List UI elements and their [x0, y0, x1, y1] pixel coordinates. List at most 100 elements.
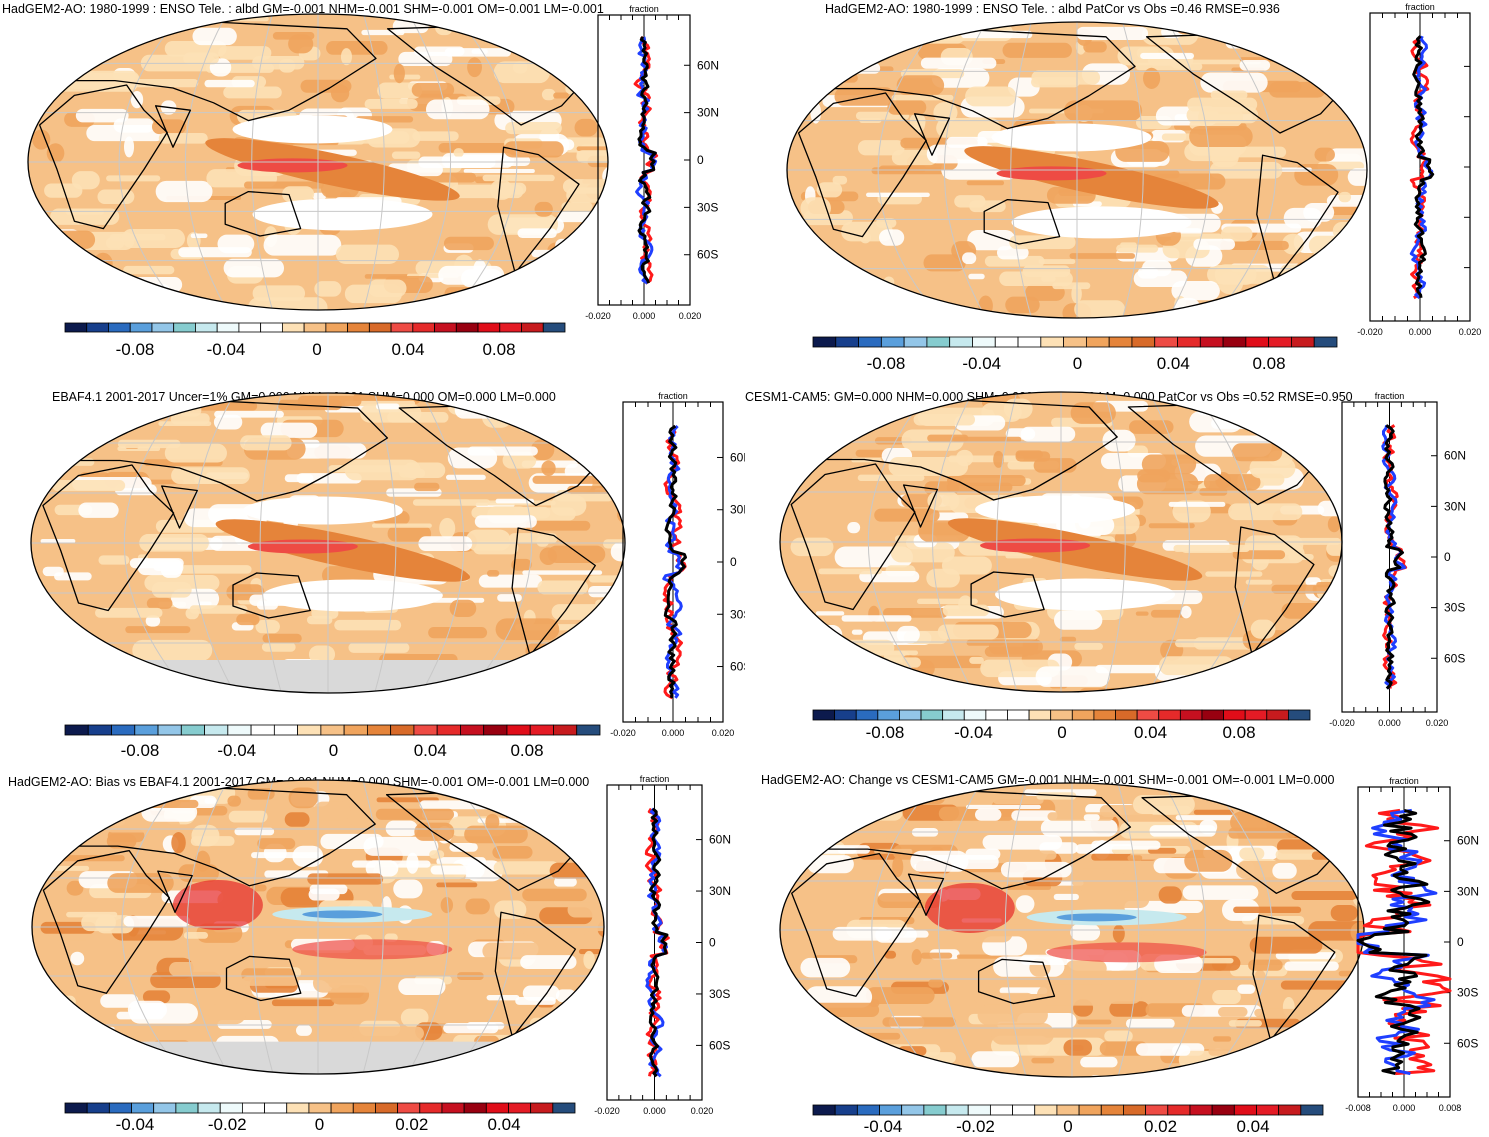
- colorbar-label: 0.08: [482, 340, 515, 359]
- map-patch: [584, 635, 625, 642]
- map-patch: [946, 136, 988, 148]
- zonal-mean-profile: -0.008 0.000 0.008 fraction 60N 30N 0 30S 60S: [1345, 776, 1479, 1113]
- map-patch: [1009, 235, 1076, 250]
- colorbar-swatch: [153, 1102, 177, 1114]
- map-patch: [1115, 890, 1150, 908]
- map-patch: [297, 395, 362, 407]
- map-patch: [419, 780, 475, 787]
- map-patch: [1183, 28, 1244, 38]
- profile-xtick-label: 0.000: [633, 311, 656, 321]
- map-patch: [1182, 885, 1259, 900]
- map-patch: [872, 650, 919, 656]
- map-patch: [45, 646, 79, 663]
- map-patch: [412, 499, 491, 506]
- enso-white-north: [242, 496, 403, 525]
- map-patch: [1248, 39, 1317, 46]
- map-patch: [1336, 283, 1367, 290]
- map-patch: [522, 888, 587, 902]
- chart-panel-hadgem2-patcor: HadGEM2-AO: 1980-1999 : ENSO Tele. : alb…: [745, 0, 1489, 380]
- chart-panel-bias: HadGEM2-AO: Bias vs EBAF4.1 2001-2017 GM…: [0, 765, 745, 1137]
- map-patch: [66, 880, 84, 896]
- map-patch: [534, 201, 553, 217]
- map-patch: [87, 419, 139, 427]
- map-patch: [419, 800, 494, 810]
- profile-xtick-label: 0.000: [662, 728, 685, 738]
- map-patch: [576, 267, 608, 278]
- map-patch: [65, 458, 95, 466]
- map-patch: [1148, 523, 1195, 529]
- map-patch: [561, 262, 608, 273]
- graticule-lon: [452, 780, 515, 1074]
- map-patch: [473, 1054, 538, 1074]
- map-patch: [398, 978, 446, 995]
- map-patch: [1312, 63, 1349, 77]
- enso-core: [247, 539, 358, 554]
- map-patch: [247, 297, 328, 310]
- map-patch: [34, 393, 84, 415]
- map-patch: [204, 79, 255, 88]
- map-patch: [98, 676, 169, 690]
- map-patch: [257, 838, 296, 850]
- map-patch: [1276, 312, 1326, 318]
- colorbar: -0.08 -0.04 0 0.04 0.08: [812, 709, 1311, 742]
- colorbar-swatch: [434, 322, 457, 333]
- colorbar-swatch: [87, 724, 112, 736]
- map-patch: [597, 1034, 604, 1049]
- profile-ytick-label: 30N: [730, 503, 745, 517]
- map-patch: [999, 987, 1048, 994]
- profile-xtick-label: 0.008: [1439, 1103, 1462, 1113]
- map-patch: [474, 515, 537, 528]
- map-patch: [541, 460, 556, 477]
- map-patch: [1150, 681, 1217, 692]
- map-patch: [51, 865, 90, 871]
- colorbar-label: 0.04: [487, 1115, 520, 1134]
- map-patch: [927, 491, 960, 511]
- profile-line-diff: [1412, 35, 1435, 299]
- map-patch: [1172, 1045, 1191, 1056]
- graticule-lon: [1163, 783, 1206, 1077]
- map-patch: [1220, 240, 1289, 251]
- enso-core: [237, 158, 348, 173]
- colorbar-swatch: [879, 1104, 903, 1116]
- colorbar-swatch: [463, 1102, 487, 1114]
- map-patch: [1275, 952, 1336, 960]
- continent-outline: [983, 198, 1061, 245]
- map-patch: [1036, 984, 1112, 1006]
- map-patch: [363, 836, 439, 856]
- map-patch: [598, 435, 625, 441]
- colorbar-swatch: [151, 322, 175, 333]
- map-patch: [586, 988, 601, 994]
- graticule-lon: [867, 392, 929, 692]
- map-patch: [1099, 1041, 1149, 1056]
- map-patch: [146, 597, 173, 609]
- map-patch: [1195, 786, 1274, 798]
- map-patch: [494, 900, 527, 919]
- map-patch: [812, 418, 855, 432]
- map-patch: [1314, 147, 1335, 162]
- map-patch: [351, 1026, 424, 1041]
- map-patch: [1250, 619, 1276, 639]
- continent-outline: [1252, 914, 1336, 1041]
- continent-outline: [494, 911, 577, 1038]
- map-patch: [313, 801, 351, 821]
- profile-xtick-label: 0.020: [1459, 327, 1482, 337]
- map-patch: [1327, 516, 1341, 533]
- colorbar-swatch: [1199, 336, 1224, 348]
- missing-arctic: [491, 393, 596, 416]
- map-patch: [991, 1022, 1055, 1045]
- colorbar-swatch: [1093, 709, 1116, 721]
- colorbar-swatch: [1179, 709, 1203, 721]
- map-fill: [780, 392, 1342, 692]
- colorbar-swatch: [903, 336, 928, 348]
- map-patch: [834, 87, 895, 106]
- map-patch: [966, 180, 1005, 186]
- map-patch: [548, 278, 608, 283]
- colorbar-label: -0.04: [116, 1115, 155, 1134]
- robinson-map: -0.020 0.000 0.020 fraction -0.08 -0.04 0 0.04 0…: [786, 2, 1482, 373]
- colorbar-swatch: [576, 724, 601, 736]
- map-patch: [1095, 664, 1166, 674]
- map-patch: [1020, 426, 1076, 442]
- map-patch: [1047, 812, 1114, 821]
- continent-outline: [1304, 785, 1348, 811]
- colorbar-swatch: [204, 724, 229, 736]
